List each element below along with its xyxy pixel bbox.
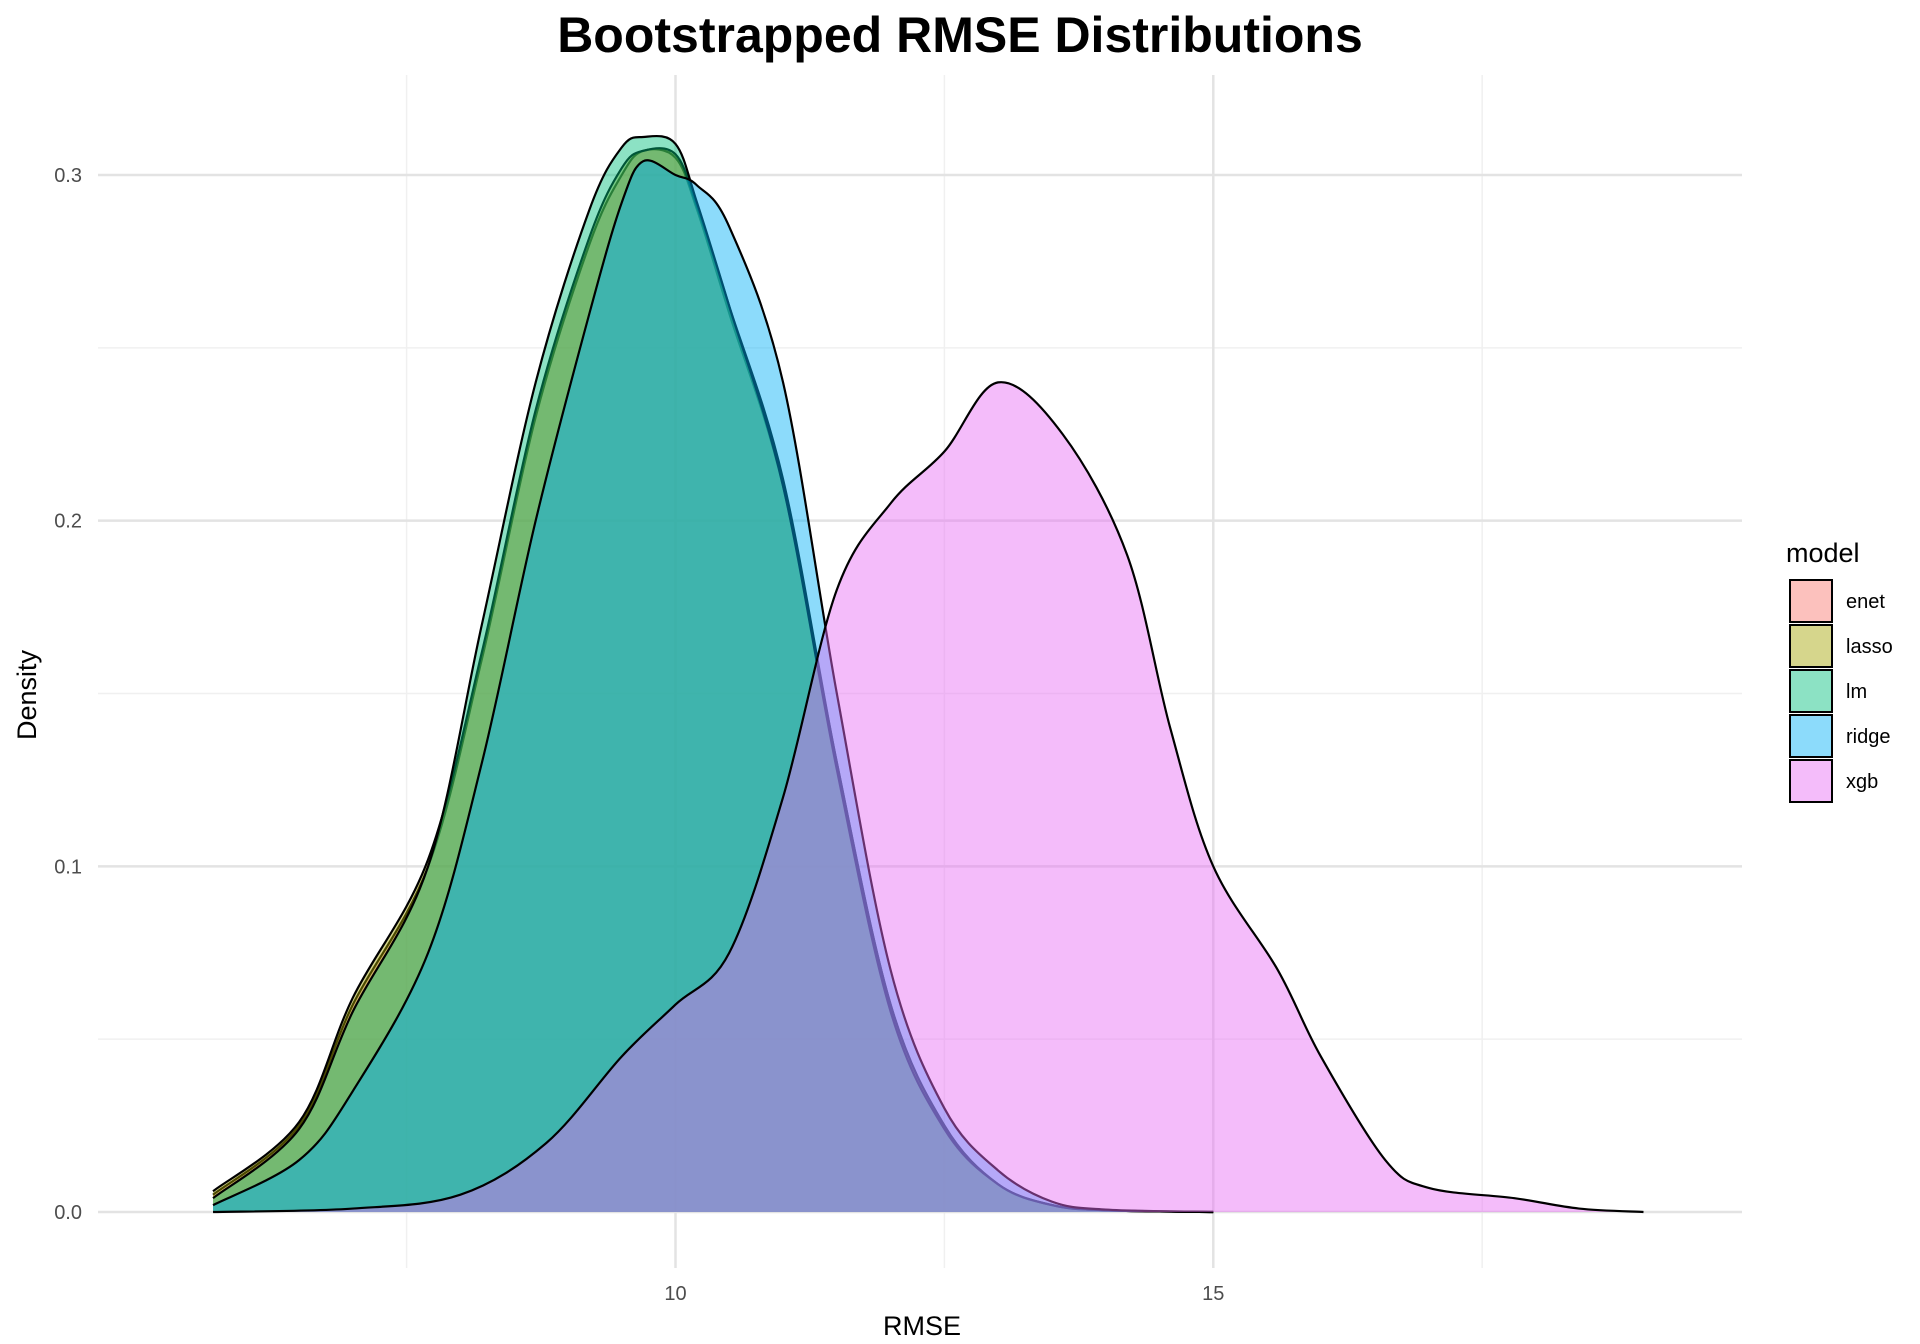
- x-tick-label: 15: [1202, 1283, 1224, 1305]
- legend: model enet lasso lm ridge xgb: [1786, 538, 1893, 803]
- legend-key-xgb: [1789, 759, 1833, 803]
- y-tick-label: 0.3: [54, 165, 82, 187]
- series-xgb: [212, 381, 1644, 1214]
- x-tick-label: 10: [664, 1283, 686, 1305]
- y-axis-label: Density: [12, 649, 42, 740]
- series-lasso: [212, 147, 1214, 1214]
- series-ridge: [212, 159, 1214, 1214]
- density-line-ridge: [212, 159, 1214, 1214]
- density-line-lasso: [212, 147, 1214, 1214]
- legend-key-lm: [1789, 669, 1833, 713]
- density-line-xgb: [212, 381, 1644, 1214]
- density-area-enet: [213, 149, 1214, 1212]
- legend-label-ridge: ridge: [1846, 726, 1890, 748]
- y-tick-label: 0.1: [54, 856, 82, 878]
- legend-label-xgb: xgb: [1846, 771, 1878, 793]
- legend-title: model: [1786, 538, 1860, 568]
- series-lm: [212, 134, 1214, 1214]
- y-tick-label: 0.2: [54, 511, 82, 533]
- density-area-xgb: [213, 382, 1644, 1212]
- legend-label-lasso: lasso: [1846, 636, 1893, 658]
- legend-key-lasso: [1789, 624, 1833, 668]
- legend-label-enet: enet: [1846, 591, 1885, 613]
- chart-title: Bootstrapped RMSE Distributions: [557, 7, 1363, 63]
- x-axis-label: RMSE: [883, 1311, 961, 1341]
- density-area-ridge: [213, 160, 1214, 1213]
- legend-label-lm: lm: [1846, 681, 1867, 703]
- density-line-lm: [212, 134, 1214, 1214]
- axis-layer: 10 15 0.0 0.1 0.2 0.3: [54, 165, 1224, 1305]
- legend-key-enet: [1789, 579, 1833, 623]
- grid-layer: [98, 75, 1742, 1268]
- y-tick-label: 0.0: [54, 1202, 82, 1224]
- legend-key-ridge: [1789, 714, 1833, 758]
- density-area-lm: [213, 136, 1214, 1213]
- density-area-lasso: [213, 148, 1214, 1213]
- series-layer: [212, 134, 1644, 1214]
